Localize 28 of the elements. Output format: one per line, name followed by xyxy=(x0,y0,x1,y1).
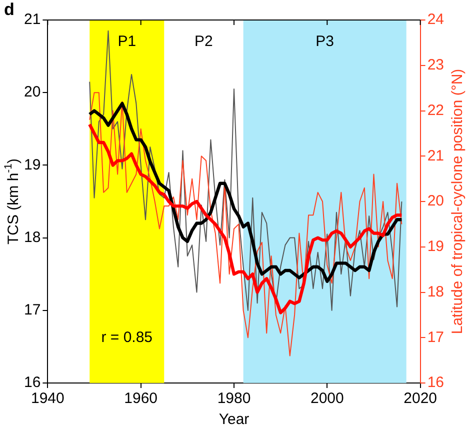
y2-tick-label: 17 xyxy=(427,328,444,346)
y2-tick-label: 19 xyxy=(427,238,444,256)
y-axis-title: TCS (km h-1) xyxy=(2,158,22,244)
y-tick-label: 20 xyxy=(24,84,41,101)
band-label: P1 xyxy=(118,33,136,50)
y2-tick-label: 21 xyxy=(427,147,444,164)
annotation: r = 0.85 xyxy=(101,329,153,346)
x-tick-label: 1960 xyxy=(124,390,158,408)
y-tick-label: 19 xyxy=(24,156,41,174)
y2-tick-label: 20 xyxy=(427,192,444,210)
x-tick-label: 2020 xyxy=(404,390,438,408)
y2-tick-label: 16 xyxy=(427,374,444,392)
y2-tick-label: 23 xyxy=(427,56,444,74)
x-axis-title: Year xyxy=(218,411,250,428)
y-tick-label: 18 xyxy=(24,228,41,246)
y-tick-label: 16 xyxy=(24,374,41,392)
y2-axis-title: Latitude of tropical-cyclone position (°N) xyxy=(449,68,466,334)
y2-tick-label: 22 xyxy=(427,102,444,119)
annotation: P2 xyxy=(194,33,213,50)
y-tick-label: 21 xyxy=(24,11,41,28)
x-tick-label: 1980 xyxy=(217,390,251,408)
x-tick-label: 1940 xyxy=(30,390,64,408)
band-label: P3 xyxy=(316,33,334,50)
y2-tick-label: 24 xyxy=(427,11,444,28)
y-tick-label: 17 xyxy=(24,302,41,319)
y2-tick-label: 18 xyxy=(427,283,444,300)
x-tick-label: 2000 xyxy=(310,390,344,408)
text: d xyxy=(4,0,14,20)
